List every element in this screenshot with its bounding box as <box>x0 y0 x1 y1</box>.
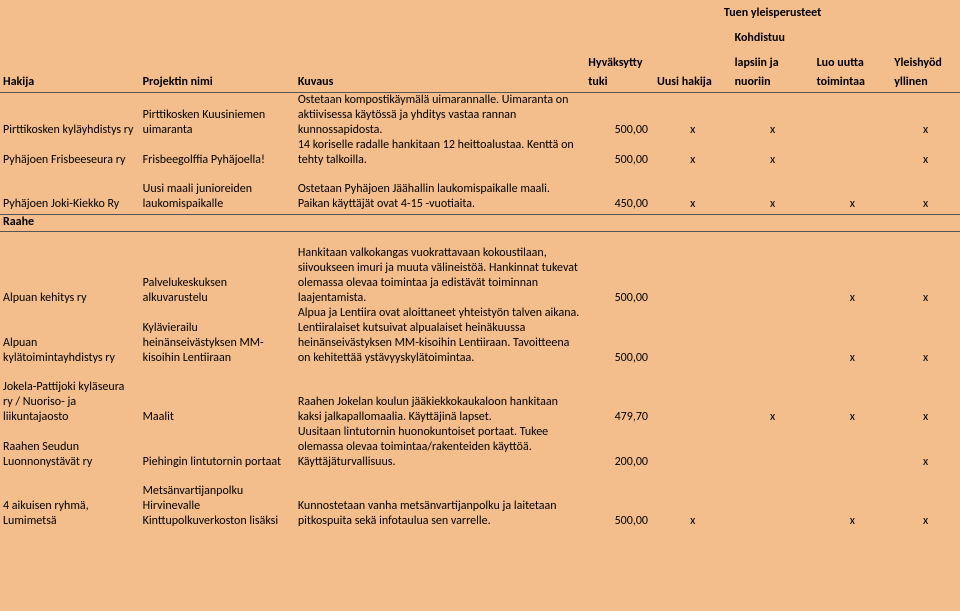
table-row: Jokela-Pattijoki kyläseura ry / Nuoriso-… <box>0 380 960 425</box>
table-row: 4 aikuisen ryhmä, Lumimetsä Metsänvartij… <box>0 484 960 529</box>
col-hakija-label: Hakija <box>0 75 140 93</box>
spacer-row <box>0 232 960 246</box>
cell-yleis: x <box>891 246 960 306</box>
cell-uutta: x <box>814 246 892 306</box>
super-header-luo-uutta: Luo uutta <box>814 50 892 75</box>
cell-hakija: Raahen Seudun Luonnonystävät ry <box>0 425 140 470</box>
cell-uusi <box>654 246 732 306</box>
cell-projekti: Palvelukeskuksen alkuvarustelu <box>140 246 295 306</box>
cell-kuvaus: Alpua ja Lentiira ovat aloittaneet yhtei… <box>295 306 585 366</box>
cell-lapset <box>732 425 814 470</box>
cell-uusi: x <box>654 93 732 139</box>
cell-uusi: x <box>654 182 732 212</box>
cell-uusi: x <box>654 484 732 529</box>
super-header-main: Tuen yleisperusteet <box>654 0 891 25</box>
cell-yleis: x <box>891 306 960 366</box>
cell-hakija: Pirttikosken kyläyhdistys ry <box>0 93 140 139</box>
cell-uutta <box>814 425 892 470</box>
cell-lapset: x <box>732 138 814 168</box>
cell-kuvaus: Ostetaan Pyhäjoen Jäähallin laukomispaik… <box>295 182 585 212</box>
cell-projekti: Frisbeegolffia Pyhäjoella! <box>140 138 295 168</box>
super-header-yleishyod: Yleishyöd <box>891 50 960 75</box>
col-tuki-label: tuki <box>585 75 654 93</box>
cell-uutta: x <box>814 380 892 425</box>
cell-kuvaus: Raahen Jokelan koulun jääkiekkokaukaloon… <box>295 380 585 425</box>
cell-tuki: 500,00 <box>585 306 654 366</box>
superheader-row-1: Tuen yleisperusteet <box>0 0 960 25</box>
grant-table: Tuen yleisperusteet Kohdistuu Hyväksytty… <box>0 0 960 529</box>
cell-hakija: Alpuan kehitys ry <box>0 246 140 306</box>
cell-lapset <box>732 306 814 366</box>
cell-lapset: x <box>732 93 814 139</box>
cell-yleis: x <box>891 425 960 470</box>
cell-kuvaus: Hankitaan valkokangas vuokrattavaan koko… <box>295 246 585 306</box>
cell-uutta: x <box>814 182 892 212</box>
table-row: Pyhäjoen Joki-Kiekko Ry Uusi maali junio… <box>0 182 960 212</box>
cell-projekti: Piehingin lintutornin portaat <box>140 425 295 470</box>
cell-projekti: Pirttikosken Kuusiniemen uimaranta <box>140 93 295 139</box>
spacer-row <box>0 366 960 380</box>
cell-uutta: x <box>814 484 892 529</box>
cell-hakija: Pyhäjoen Joki-Kiekko Ry <box>0 182 140 212</box>
cell-uutta: x <box>814 306 892 366</box>
cell-uutta <box>814 93 892 139</box>
table-row: Pyhäjoen Frisbeeseura ry Frisbeegolffia … <box>0 138 960 168</box>
cell-uusi <box>654 306 732 366</box>
cell-uusi <box>654 380 732 425</box>
super-header-lapsiin: lapsiin ja <box>732 50 814 75</box>
cell-projekti: Metsänvartijanpolku Hirvinevalle Kinttup… <box>140 484 295 529</box>
cell-tuki: 500,00 <box>585 138 654 168</box>
cell-kuvaus: Ostetaan kompostikäymälä uimarannalle. U… <box>295 93 585 139</box>
super-header-kohdistuu: Kohdistuu <box>732 25 814 50</box>
cell-tuki: 200,00 <box>585 425 654 470</box>
cell-uusi: x <box>654 138 732 168</box>
section-row: Raahe <box>0 214 960 230</box>
cell-lapset: x <box>732 380 814 425</box>
superheader-row-2: Kohdistuu <box>0 25 960 50</box>
table-row: Raahen Seudun Luonnonystävät ry Piehingi… <box>0 425 960 470</box>
cell-yleis: x <box>891 138 960 168</box>
cell-lapset <box>732 246 814 306</box>
header-row: Hakija Projektin nimi Kuvaus tuki Uusi h… <box>0 75 960 93</box>
cell-tuki: 500,00 <box>585 484 654 529</box>
col-lapset-label: nuoriin <box>732 75 814 93</box>
table-row: Alpuan kehitys ry Palvelukeskuksen alkuv… <box>0 246 960 306</box>
spacer-row <box>0 168 960 182</box>
col-kuvaus-label: Kuvaus <box>295 75 585 93</box>
cell-yleis: x <box>891 93 960 139</box>
cell-hakija: Pyhäjoen Frisbeeseura ry <box>0 138 140 168</box>
table-row: Pirttikosken kyläyhdistys ry Pirttikoske… <box>0 93 960 139</box>
spacer-row <box>0 470 960 484</box>
col-uusi-label: Uusi hakija <box>654 75 732 93</box>
cell-projekti: Maalit <box>140 380 295 425</box>
cell-yleis: x <box>891 380 960 425</box>
cell-hakija: Alpuan kylätoimintayhdistys ry <box>0 306 140 366</box>
cell-uusi <box>654 425 732 470</box>
section-label: Raahe <box>0 214 140 230</box>
cell-tuki: 500,00 <box>585 93 654 139</box>
col-projekti-label: Projektin nimi <box>140 75 295 93</box>
cell-projekti: Uusi maali junioreiden laukomispaikalle <box>140 182 295 212</box>
cell-lapset <box>732 484 814 529</box>
cell-kuvaus: Uusitaan lintutornin huonokuntoiset port… <box>295 425 585 470</box>
cell-yleis: x <box>891 182 960 212</box>
cell-hakija: Jokela-Pattijoki kyläseura ry / Nuoriso-… <box>0 380 140 425</box>
col-uutta-label: toimintaa <box>814 75 892 93</box>
cell-uutta <box>814 138 892 168</box>
cell-tuki: 450,00 <box>585 182 654 212</box>
cell-kuvaus: 14 koriselle radalle hankitaan 12 heitto… <box>295 138 585 168</box>
cell-tuki: 500,00 <box>585 246 654 306</box>
col-yleis-label: yllinen <box>891 75 960 93</box>
cell-tuki: 479,70 <box>585 380 654 425</box>
cell-kuvaus: Kunnostetaan vanha metsänvartijanpolku j… <box>295 484 585 529</box>
table-row: Alpuan kylätoimintayhdistys ry Kyläviera… <box>0 306 960 366</box>
super-header-hyvaksytty: Hyväksytty <box>585 50 654 75</box>
cell-yleis: x <box>891 484 960 529</box>
cell-projekti: Kylävierailu heinänseivästyksen MM-kisoi… <box>140 306 295 366</box>
cell-hakija: 4 aikuisen ryhmä, Lumimetsä <box>0 484 140 529</box>
cell-lapset: x <box>732 182 814 212</box>
superheader-row-3: Hyväksytty lapsiin ja Luo uutta Yleishyö… <box>0 50 960 75</box>
